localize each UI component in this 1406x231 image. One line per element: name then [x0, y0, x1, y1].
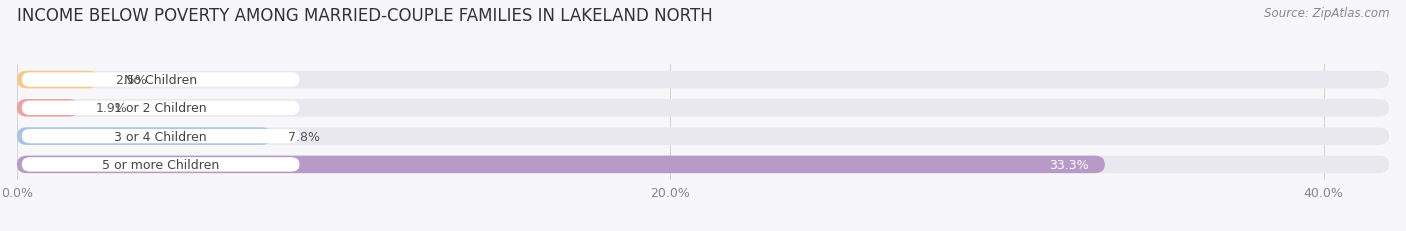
- Text: No Children: No Children: [124, 74, 197, 87]
- FancyBboxPatch shape: [17, 128, 1389, 145]
- FancyBboxPatch shape: [21, 101, 299, 116]
- Text: 7.8%: 7.8%: [288, 130, 321, 143]
- FancyBboxPatch shape: [17, 71, 1389, 89]
- Text: INCOME BELOW POVERTY AMONG MARRIED-COUPLE FAMILIES IN LAKELAND NORTH: INCOME BELOW POVERTY AMONG MARRIED-COUPL…: [17, 7, 713, 25]
- Text: 2.5%: 2.5%: [115, 74, 146, 87]
- FancyBboxPatch shape: [17, 156, 1389, 173]
- FancyBboxPatch shape: [17, 156, 1105, 173]
- FancyBboxPatch shape: [17, 100, 79, 117]
- Text: 1.9%: 1.9%: [96, 102, 127, 115]
- Text: 1 or 2 Children: 1 or 2 Children: [114, 102, 207, 115]
- Text: 5 or more Children: 5 or more Children: [103, 158, 219, 171]
- FancyBboxPatch shape: [21, 129, 299, 144]
- FancyBboxPatch shape: [17, 100, 1389, 117]
- FancyBboxPatch shape: [21, 73, 299, 87]
- Text: Source: ZipAtlas.com: Source: ZipAtlas.com: [1264, 7, 1389, 20]
- Text: 3 or 4 Children: 3 or 4 Children: [114, 130, 207, 143]
- FancyBboxPatch shape: [17, 71, 98, 89]
- Text: 33.3%: 33.3%: [1049, 158, 1088, 171]
- FancyBboxPatch shape: [21, 158, 299, 172]
- FancyBboxPatch shape: [17, 128, 271, 145]
